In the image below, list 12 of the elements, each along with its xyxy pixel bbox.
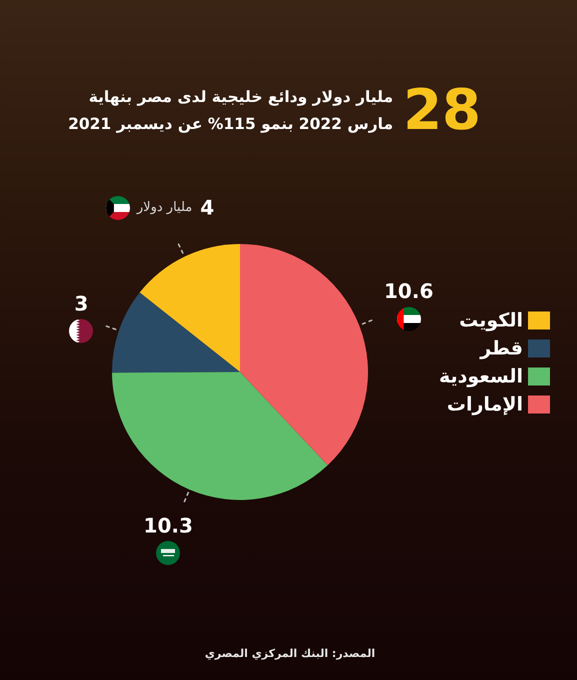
legend-label: قطر: [479, 338, 523, 360]
legend-label: الإمارات: [446, 394, 523, 416]
legend-label: السعودية: [438, 366, 523, 388]
data-label: 10.3: [144, 513, 193, 538]
data-label: 3: [74, 291, 88, 316]
text: المصدر: البنك المركزي المصري: [204, 647, 376, 660]
legend-label: الكويت: [459, 310, 523, 332]
data-label: 4: [200, 196, 214, 220]
text: مليار دولار: [136, 200, 192, 216]
chart-title: 28: [403, 78, 481, 143]
data-label: 10.6: [384, 279, 434, 304]
chart-subtitle: مليار دولار ودائع خليجية لدى مصر بنهاية مارس 2022 بنمو 115% عن ديسمبر 2021: [67, 87, 394, 135]
